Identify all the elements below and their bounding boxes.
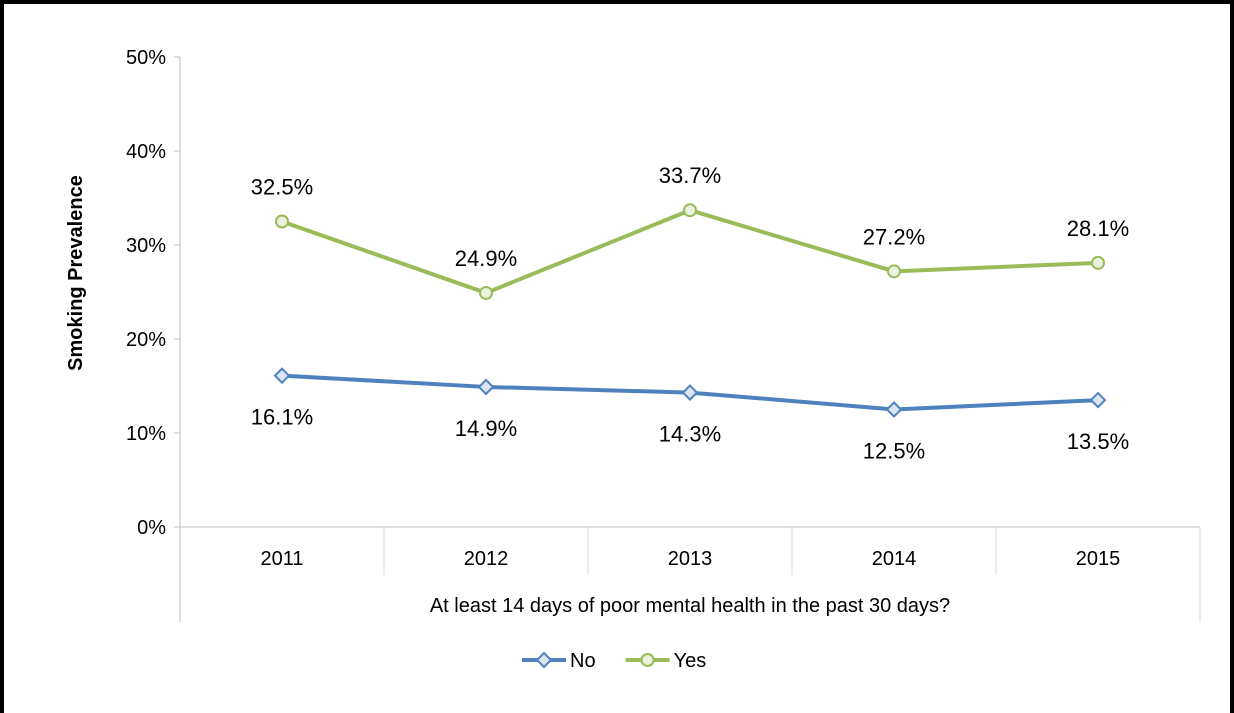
y-tick-label: 10% xyxy=(126,423,166,445)
x-axis-title: At least 14 days of poor mental health i… xyxy=(430,595,950,617)
data-label: 13.5% xyxy=(1067,429,1129,454)
legend: No Yes xyxy=(522,650,706,672)
x-tick-label: 2015 xyxy=(1076,548,1121,570)
x-tick-label: 2012 xyxy=(464,548,509,570)
data-point-marker xyxy=(479,380,493,394)
y-tick-label: 30% xyxy=(126,235,166,257)
data-point-marker xyxy=(1092,257,1104,269)
data-point-marker xyxy=(888,265,900,277)
legend-label: Yes xyxy=(674,650,707,672)
data-label: 32.5% xyxy=(251,175,313,200)
data-label: 14.9% xyxy=(455,416,517,441)
data-label: 27.2% xyxy=(863,224,925,249)
y-tick-labels: 0% 10% 20% 30% 40% 50% xyxy=(126,47,166,539)
data-point-marker xyxy=(276,216,288,228)
series-line-yes xyxy=(282,210,1098,293)
data-point-marker xyxy=(1091,393,1105,407)
x-tick-label: 2011 xyxy=(260,548,303,570)
data-label: 12.5% xyxy=(863,439,925,464)
axes xyxy=(174,57,1200,622)
data-point-marker xyxy=(275,369,289,383)
series-group xyxy=(275,204,1105,416)
data-point-marker xyxy=(683,386,697,400)
x-tick-label: 2013 xyxy=(668,548,713,570)
legend-marker xyxy=(642,654,654,666)
y-tick-label: 40% xyxy=(126,141,166,163)
data-label: 16.1% xyxy=(251,405,313,430)
legend-label: No xyxy=(570,650,596,672)
x-tick-labels: 2011 2012 2013 2014 2015 xyxy=(260,548,1120,570)
data-label: 14.3% xyxy=(659,422,721,447)
data-label: 24.9% xyxy=(455,246,517,271)
y-axis-title: Smoking Prevalence xyxy=(65,175,87,371)
x-tick-label: 2014 xyxy=(872,548,917,570)
y-tick-label: 0% xyxy=(137,517,166,539)
data-label: 28.1% xyxy=(1067,216,1129,241)
y-tick-label: 50% xyxy=(126,47,166,69)
data-label: 33.7% xyxy=(659,163,721,188)
data-point-marker xyxy=(480,287,492,299)
legend-marker xyxy=(537,653,551,667)
y-tick-label: 20% xyxy=(126,329,166,351)
data-point-marker xyxy=(887,403,901,417)
data-point-marker xyxy=(684,204,696,216)
